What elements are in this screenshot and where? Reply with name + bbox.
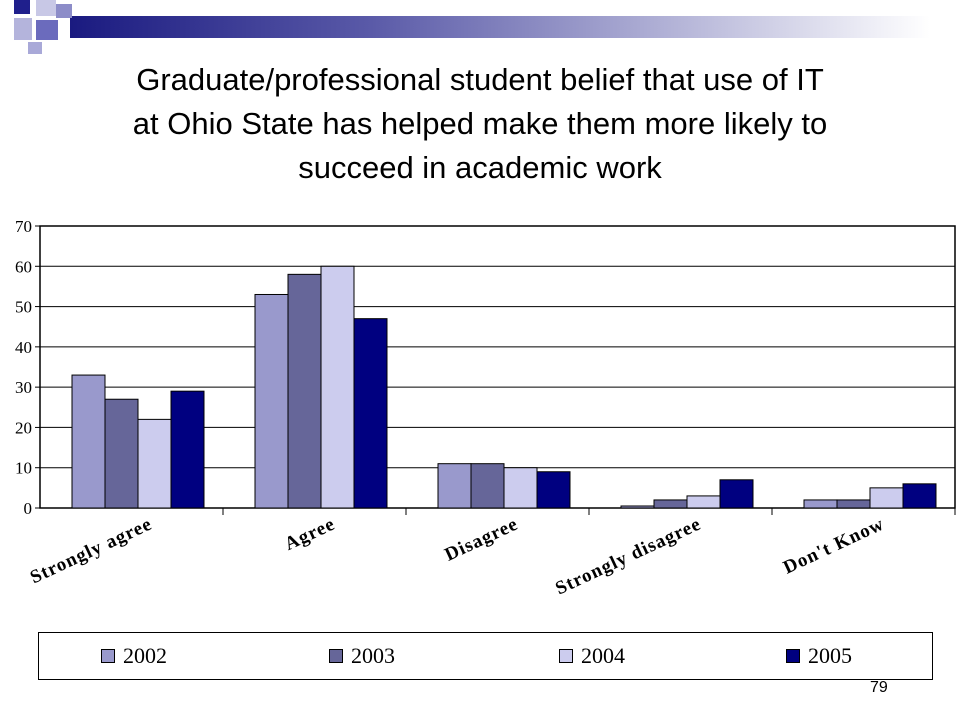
bar [287,273,322,509]
x-tick-label: Disagree [442,513,522,565]
y-tick-label: 60 [15,257,32,276]
y-tick-label: 30 [15,378,32,397]
y-tick-label: 0 [24,499,33,518]
legend-swatch [101,649,115,663]
bar [620,505,655,509]
bar [653,499,688,509]
legend-item: 2004 [559,643,625,668]
legend-item: 2005 [786,643,852,668]
bar [104,398,139,509]
y-tick-label: 10 [15,459,32,478]
bar [803,499,838,509]
legend-label: 2004 [581,643,625,668]
page-number: 79 [870,679,888,696]
title-line: Graduate/professional student belief tha… [136,62,824,97]
deco-square [28,42,42,54]
legend-label: 2003 [351,643,395,668]
bar [686,495,721,509]
x-tick-label: Agree [281,513,338,555]
title-line: at Ohio State has helped make them more … [132,106,828,141]
y-tick-label: 50 [15,298,32,317]
legend-swatch [559,649,573,663]
legend-swatch [786,649,800,663]
bar [503,467,538,509]
y-tick-label: 20 [15,418,32,437]
title-line: succeed in academic work [298,150,662,185]
deco-square [14,0,30,14]
deco-square [36,20,58,40]
bar [836,499,871,509]
y-tick-label: 70 [15,217,32,236]
slide-title: Graduate/professional student belief tha… [40,58,920,190]
deco-square [36,0,56,16]
x-tick-label: Don't Know [780,513,887,578]
legend-item: 2003 [329,643,395,668]
chart-legend: 2002 2003 2004 2005 [38,632,933,680]
bar [137,418,172,509]
deco-square [56,4,72,18]
bar [71,374,106,509]
legend-item: 2002 [101,643,167,668]
x-tick-label: Strongly agree [27,513,156,588]
legend-label: 2002 [123,643,167,668]
bar [170,390,205,509]
x-tick-label: Strongly disagree [552,513,704,599]
bar [719,479,754,509]
bar-chart: 0 10 20 30 40 50 60 70 Strongly agree Agree Disagr… [15,217,956,599]
bar [536,471,571,509]
bar [353,318,388,509]
bar [320,265,355,509]
slide-decoration [14,0,930,54]
legend-swatch [329,649,343,663]
deco-square [14,18,32,40]
y-tick-label: 40 [15,338,32,357]
bar [254,293,289,509]
bar [902,483,937,509]
header-gradient-band [70,16,930,38]
legend-label: 2005 [808,643,852,668]
bar [470,463,505,509]
bar [869,487,904,509]
bar [437,463,472,509]
